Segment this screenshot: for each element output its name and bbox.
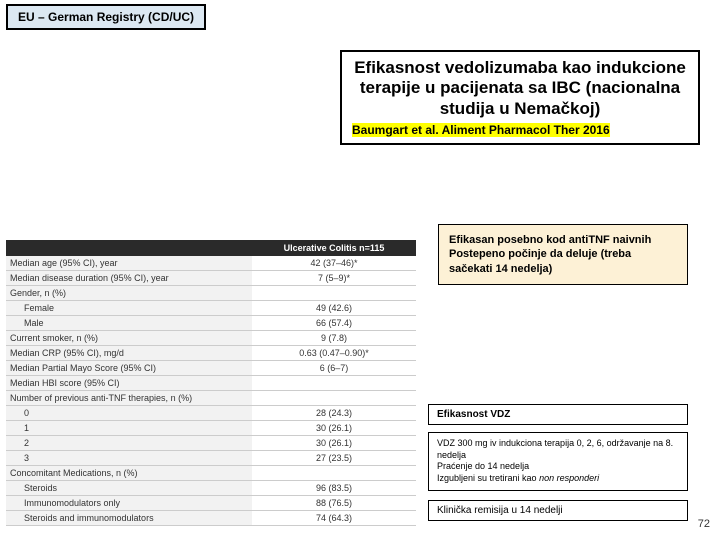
- table-row: 230 (26.1): [6, 436, 416, 451]
- study-line2: Praćenje do 14 nedelja: [437, 461, 679, 473]
- efficacy-note: Efikasan posebno kod antiTNF naivnih Pos…: [438, 224, 688, 285]
- table-row: Median disease duration (95% CI), year7 …: [6, 271, 416, 286]
- table-row: Gender, n (%): [6, 286, 416, 301]
- table-row: Male66 (57.4): [6, 316, 416, 331]
- table-row: 028 (24.3): [6, 406, 416, 421]
- title-main: Efikasnost vedolizumaba kao indukcione t…: [352, 58, 688, 119]
- title-box: Efikasnost vedolizumaba kao indukcione t…: [340, 50, 700, 145]
- table-row: 327 (23.5): [6, 451, 416, 466]
- table-row: Steroids and immunomodulators74 (64.3): [6, 511, 416, 526]
- table-row: Concomitant Medications, n (%): [6, 466, 416, 481]
- title-citation: Baumgart et al. Aliment Pharmacol Ther 2…: [352, 123, 610, 137]
- table-row: Current smoker, n (%)9 (7.8): [6, 331, 416, 346]
- table-row: Number of previous anti-TNF therapies, n…: [6, 391, 416, 406]
- table-row: Median CRP (95% CI), mg/d0.63 (0.47–0.90…: [6, 346, 416, 361]
- table-row: Immunomodulators only88 (76.5): [6, 496, 416, 511]
- demographics-table: Ulcerative Colitis n=115 Median age (95%…: [6, 240, 416, 526]
- remission-label: Klinička remisija u 14 nedelji: [428, 500, 688, 521]
- table-row: Median age (95% CI), year42 (37–46)*: [6, 256, 416, 271]
- table-header-uc: Ulcerative Colitis n=115: [252, 240, 416, 256]
- table-row: Steroids96 (83.5): [6, 481, 416, 496]
- table-row: Median Partial Mayo Score (95% CI)6 (6–7…: [6, 361, 416, 376]
- note-line1: Efikasan posebno kod antiTNF naivnih: [449, 233, 677, 247]
- study-line3: Izgubljeni su tretirani kao non responde…: [437, 473, 679, 485]
- table-row: 130 (26.1): [6, 421, 416, 436]
- table-row: Median HBI score (95% CI): [6, 376, 416, 391]
- efficacy-label: Efikasnost VDZ: [428, 404, 688, 425]
- study-line1: VDZ 300 mg iv indukciona terapija 0, 2, …: [437, 438, 679, 461]
- registry-tag: EU – German Registry (CD/UC): [6, 4, 206, 30]
- page-number: 72: [698, 518, 710, 530]
- study-design-box: VDZ 300 mg iv indukciona terapija 0, 2, …: [428, 432, 688, 491]
- note-line2: Postepeno počinje da deluje (treba saček…: [449, 247, 677, 276]
- table-row: Female49 (42.6): [6, 301, 416, 316]
